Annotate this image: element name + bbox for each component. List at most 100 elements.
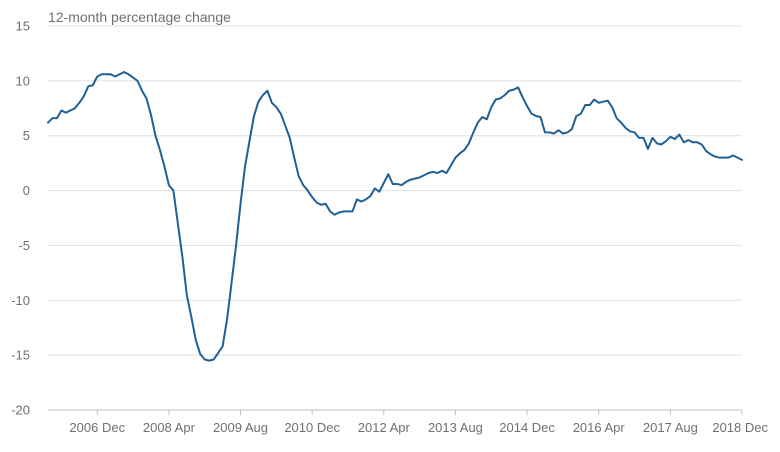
data-point (584, 104, 586, 106)
data-point (338, 212, 340, 214)
data-point (181, 255, 183, 257)
data-point (701, 143, 703, 145)
data-point (248, 140, 250, 142)
data-point (172, 190, 174, 192)
data-point (674, 138, 676, 140)
data-point (396, 183, 398, 185)
data-point (360, 201, 362, 203)
data-point (163, 165, 165, 167)
data-point (540, 116, 542, 118)
y-tick-label: -15 (11, 348, 30, 363)
data-point (593, 99, 595, 101)
data-point (257, 101, 259, 103)
data-point (459, 152, 461, 154)
y-tick-label: 10 (16, 73, 30, 88)
data-point (616, 117, 618, 119)
data-point (678, 134, 680, 136)
y-tick-label: 0 (23, 183, 30, 198)
data-point (723, 157, 725, 159)
data-point (468, 142, 470, 144)
data-point (737, 157, 739, 159)
data-point (275, 106, 277, 108)
data-point (177, 222, 179, 224)
data-point (235, 244, 237, 246)
data-point (535, 115, 537, 117)
data-point (213, 359, 215, 361)
x-tick-label: 2014 Dec (499, 420, 555, 435)
x-tick-label: 2017 Aug (643, 420, 698, 435)
data-point (414, 178, 416, 180)
data-point (253, 115, 255, 117)
data-point (571, 128, 573, 130)
data-point (208, 360, 210, 362)
data-point (401, 184, 403, 186)
data-point (65, 112, 67, 114)
data-point (656, 142, 658, 144)
data-point (472, 131, 474, 133)
data-point (669, 136, 671, 138)
data-point (132, 77, 134, 79)
data-point (383, 182, 385, 184)
data-point (199, 353, 201, 355)
data-point (60, 109, 62, 111)
series-points (47, 71, 743, 362)
data-point (307, 190, 309, 192)
data-point (629, 130, 631, 132)
data-point (696, 141, 698, 143)
data-point (74, 107, 76, 109)
y-tick-label: -10 (11, 293, 30, 308)
data-point (638, 137, 640, 139)
data-point (548, 131, 550, 133)
data-point (378, 191, 380, 193)
data-point (128, 73, 130, 75)
data-point (437, 172, 439, 174)
data-point (119, 73, 121, 75)
data-point (302, 184, 304, 186)
data-point (602, 101, 604, 103)
data-point (405, 181, 407, 183)
data-point (320, 204, 322, 206)
data-point (741, 159, 743, 161)
data-point (486, 118, 488, 120)
data-point (423, 174, 425, 176)
data-point (56, 117, 58, 119)
x-axis-ticks: 2006 Dec 2008 Apr 2009 Aug 2010 Dec 2012 Apr… (69, 410, 768, 435)
data-point (692, 141, 694, 143)
data-point (428, 172, 430, 174)
y-tick-label: -20 (11, 403, 30, 418)
data-point (575, 115, 577, 117)
data-point (589, 104, 591, 106)
data-point (293, 157, 295, 159)
data-point (495, 99, 497, 101)
data-point (356, 198, 358, 200)
gridlines (48, 25, 742, 356)
series-group (47, 71, 743, 362)
data-point (266, 90, 268, 92)
data-point (410, 179, 412, 181)
data-point (78, 102, 80, 104)
y-tick-label: -5 (18, 238, 30, 253)
data-point (513, 89, 515, 91)
data-point (553, 133, 555, 135)
data-point (620, 122, 622, 124)
data-point (665, 140, 667, 142)
data-point (298, 175, 300, 177)
data-point (450, 164, 452, 166)
data-point (544, 131, 546, 133)
x-tick-label: 2016 Apr (573, 420, 626, 435)
data-point (432, 171, 434, 173)
data-point (123, 71, 125, 73)
data-point (728, 157, 730, 159)
data-point (719, 157, 721, 159)
data-point (329, 210, 331, 212)
data-point (262, 94, 264, 96)
data-point (598, 102, 600, 104)
data-point (168, 184, 170, 186)
data-point (463, 149, 465, 151)
data-point (83, 95, 85, 97)
data-point (190, 316, 192, 318)
data-point (566, 131, 568, 133)
data-point (499, 97, 501, 99)
